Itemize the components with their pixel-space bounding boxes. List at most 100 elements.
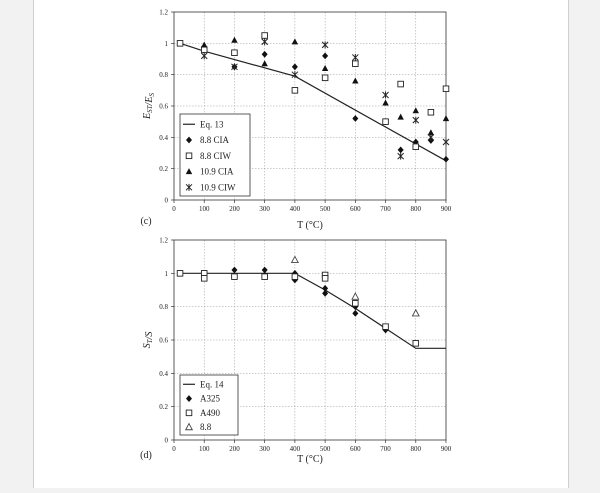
y-tick-label: 1 — [165, 270, 169, 278]
plot-frame — [173, 239, 447, 441]
data-point — [442, 138, 450, 146]
plot-frame — [173, 11, 447, 201]
data-point — [200, 46, 208, 53]
y-tick-label: 0 — [165, 437, 169, 445]
data-point — [291, 276, 298, 284]
x-tick-label: 700 — [380, 205, 391, 213]
data-point — [352, 115, 359, 122]
legend-label: 10.9 CIW — [200, 182, 236, 192]
y-tick-label: 1.2 — [159, 9, 168, 17]
series-10-9-cia — [201, 36, 450, 136]
data-point — [412, 143, 420, 150]
data-point — [397, 80, 404, 88]
y-tick-label: 0.6 — [159, 337, 168, 345]
data-point — [291, 87, 299, 94]
chart-2: 0 100 200 300 400 500 600 700 800 900 0 0.2 0.4 0.6 0.… — [140, 237, 452, 466]
data-point — [351, 292, 360, 300]
data-point — [397, 146, 404, 154]
data-point — [382, 323, 389, 330]
series-8-8 — [290, 255, 420, 317]
series-8-8-ciw — [176, 32, 450, 150]
y-tick-label: 0 — [165, 197, 169, 205]
data-point — [412, 116, 420, 124]
x-tick-label: 200 — [229, 445, 240, 453]
x-tick-label: 500 — [320, 445, 331, 453]
data-point — [176, 270, 184, 277]
x-tick-label: 100 — [199, 205, 210, 213]
data-point — [322, 52, 329, 60]
data-point — [382, 118, 389, 125]
series-a490 — [176, 270, 420, 347]
series-10-9-ciw — [200, 38, 450, 160]
y-tick-label: 0.2 — [159, 403, 168, 411]
data-point — [261, 273, 268, 280]
data-point — [382, 91, 389, 99]
data-point — [231, 266, 238, 274]
legend-label: 10.9 CIA — [200, 167, 234, 177]
x-tick-label: 200 — [229, 205, 240, 213]
data-point — [321, 41, 329, 49]
data-point — [412, 107, 419, 114]
data-point — [176, 40, 184, 47]
legend-marker — [185, 183, 193, 191]
y-tick-label: 0.6 — [159, 103, 168, 111]
legend-label: Eq. 14 — [200, 379, 224, 389]
y-tick-label: 1.2 — [159, 237, 168, 245]
legend-label: A325 — [200, 394, 220, 404]
y-axis-label: ST/S — [142, 332, 155, 349]
legend-marker — [186, 136, 192, 144]
data-point — [261, 38, 269, 46]
data-point — [231, 36, 238, 43]
x-tick-label: 100 — [199, 445, 210, 453]
legend-label: 8.8 CIA — [200, 135, 230, 145]
x-tick-label: 0 — [172, 205, 176, 213]
data-point — [442, 85, 450, 93]
legend: Eq. 13 8.8 CIA 8.8 CIW 10.9 CIA 10.9 CIW — [179, 113, 251, 197]
legend-label: A490 — [200, 408, 220, 418]
svg-text:ST/S: ST/S — [142, 332, 155, 349]
data-point — [351, 53, 359, 61]
legend-marker — [186, 395, 192, 402]
figure-page: 0 100 200 300 400 500 600 700 800 900 0 0.2 0.4 0.6 0.… — [33, 0, 569, 488]
data-point — [261, 266, 268, 274]
data-point — [382, 326, 389, 334]
figure-svg: 0 100 200 300 400 500 600 700 800 90000.20.40.60.… — [140, 9, 452, 466]
x-tick-label: 600 — [350, 445, 361, 453]
data-point — [291, 63, 298, 71]
panel-label: (d) — [140, 450, 152, 461]
chart-1: 0 100 200 300 400 500 600 700 800 900 0 0.2 0.4 0.6 0.… — [140, 9, 451, 232]
x-tick-label: 800 — [411, 205, 422, 213]
data-point — [231, 49, 238, 56]
data-point — [427, 133, 435, 141]
x-tick-label: 600 — [350, 205, 361, 213]
legend-label: Eq. 13 — [200, 119, 224, 129]
panel-label: (c) — [140, 216, 151, 227]
data-point — [352, 309, 359, 317]
x-tick-label: 900 — [441, 445, 452, 453]
svg-text:EST/ES: EST/ES — [142, 93, 156, 120]
data-point — [427, 109, 435, 116]
y-tick-label: 0.4 — [159, 134, 168, 142]
x-tick-label: 300 — [259, 445, 270, 453]
legend-marker — [185, 152, 193, 160]
x-tick-label: 0 — [172, 445, 176, 453]
legend-marker — [185, 168, 193, 175]
data-point — [411, 308, 420, 317]
y-axis-label: EST/ES — [142, 93, 156, 120]
series-line — [179, 42, 447, 162]
data-point — [352, 300, 359, 307]
data-point — [412, 340, 420, 347]
x-tick-label: 900 — [441, 205, 452, 213]
series-eq-13 — [179, 42, 447, 162]
data-point — [321, 65, 329, 71]
x-tick-label: 400 — [290, 445, 301, 453]
y-tick-label: 1 — [165, 40, 169, 48]
data-point — [200, 275, 208, 282]
data-point — [290, 255, 299, 264]
data-point — [397, 113, 404, 120]
data-point — [443, 155, 449, 163]
data-point — [352, 77, 359, 84]
data-point — [261, 50, 268, 58]
legend-marker — [184, 422, 194, 431]
y-tick-label: 0.2 — [159, 165, 168, 173]
